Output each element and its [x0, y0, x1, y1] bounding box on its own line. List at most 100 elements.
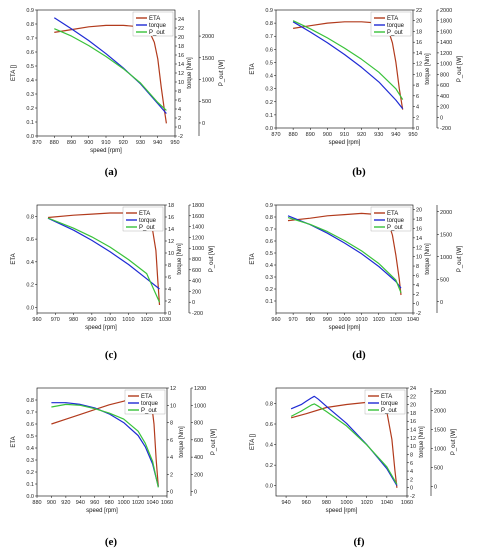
x-tick-label: 1020: [132, 500, 144, 506]
power-tick-label: 2000: [434, 409, 446, 415]
torque-tick-label: 10: [410, 444, 416, 450]
panel-caption: (a): [105, 166, 118, 178]
y-left-axis-label: ETA: [11, 436, 17, 447]
power-tick-label: 1400: [440, 40, 452, 46]
power-axis-label: P_out [W]: [209, 245, 215, 272]
power-tick-label: 0: [440, 300, 443, 306]
series-line-torque: [53, 17, 167, 114]
torque-tick-label: 10: [416, 255, 422, 261]
plot-frame: [275, 387, 408, 497]
power-tick-label: 600: [192, 268, 201, 274]
y-left-tick-label: 0.6: [265, 422, 273, 428]
x-tick-label: 960: [90, 500, 99, 506]
series-line-eta: [54, 24, 167, 124]
power-tick-label: 400: [192, 279, 201, 285]
legend-label: P_out: [139, 225, 155, 231]
x-tick-label: 980: [69, 317, 78, 323]
torque-tick-label: 12: [416, 62, 422, 68]
x-tick-label: 970: [289, 317, 298, 323]
chart-panel: 960 970 980 990 1000 1010 1020 10300.00.20.40.6…: [11, 203, 215, 331]
series-line-p-out: [47, 217, 161, 303]
y-left-tick-label: 0.4: [265, 443, 273, 449]
x-tick-label: 890: [67, 140, 76, 146]
torque-tick-label: 8: [170, 421, 173, 427]
torque-tick-label: 4: [410, 469, 413, 475]
torque-tick-label: 6: [416, 273, 419, 279]
x-tick-label: 960: [32, 317, 41, 323]
y-left-tick-label: 0.5: [26, 64, 34, 70]
power-tick-label: -200: [192, 311, 203, 317]
y-left-tick-label: 0.3: [26, 92, 34, 98]
power-tick-label: 1400: [192, 225, 204, 231]
torque-tick-label: 18: [416, 217, 422, 223]
x-tick-label: 920: [357, 132, 366, 138]
torque-tick-label: 20: [416, 19, 422, 25]
legend-label: P_out: [387, 30, 403, 36]
x-tick-label: 990: [87, 317, 96, 323]
torque-tick-label: 6: [168, 275, 171, 281]
y-left-tick-label: 0.8: [265, 401, 273, 407]
x-tick-label: 1030: [390, 317, 402, 323]
x-tick-label: 870: [271, 132, 280, 138]
panel-caption: (e): [105, 536, 118, 548]
y-left-tick-label: 0.8: [26, 398, 34, 404]
x-tick-label: 910: [101, 140, 110, 146]
series-line-eta: [290, 401, 398, 488]
torque-axis-label: torque [Nm]: [425, 53, 431, 85]
torque-tick-label: 10: [168, 251, 174, 257]
torque-tick-label: 10: [178, 80, 184, 86]
torque-tick-label: 16: [416, 226, 422, 232]
torque-axis-label: torque [Nm]: [425, 243, 431, 275]
power-tick-label: 500: [202, 99, 211, 105]
torque-tick-label: 2: [410, 477, 413, 483]
x-tick-label: 1010: [122, 317, 134, 323]
x-axis-label: speed [rpm]: [85, 325, 117, 331]
torque-tick-label: 20: [410, 403, 416, 409]
torque-tick-label: 18: [416, 29, 422, 35]
torque-tick-label: 0: [416, 302, 419, 308]
torque-tick-label: 6: [170, 438, 173, 444]
torque-tick-label: 8: [410, 452, 413, 458]
x-tick-label: 980: [306, 317, 315, 323]
legend-label: ETA: [381, 394, 392, 400]
y-left-tick-label: 0.3: [26, 458, 34, 464]
y-left-tick-label: 0.4: [265, 263, 273, 269]
power-tick-label: 0: [192, 300, 195, 306]
torque-tick-label: 4: [416, 283, 419, 289]
legend-label: torque: [139, 218, 157, 224]
torque-axis-label: torque [Nm]: [177, 243, 183, 275]
x-tick-label: 1000: [338, 317, 350, 323]
x-tick-label: 1040: [146, 500, 158, 506]
x-tick-label: 1000: [340, 500, 352, 506]
y-left-tick-label: 0.2: [265, 287, 273, 293]
x-tick-label: 900: [84, 140, 93, 146]
y-left-axis-label: ETA: [250, 253, 256, 264]
legend-label: torque: [149, 23, 167, 29]
panel-caption: (b): [352, 166, 366, 178]
y-left-tick-label: 0.3: [265, 275, 273, 281]
torque-tick-label: 24: [410, 386, 416, 392]
legend-label: torque: [387, 218, 405, 224]
x-tick-label: 930: [136, 140, 145, 146]
torque-tick-label: 0: [178, 125, 181, 131]
torque-tick-label: 14: [168, 227, 174, 233]
power-tick-label: 200: [194, 472, 203, 478]
torque-tick-label: 16: [416, 40, 422, 46]
series-line-p-out: [54, 28, 167, 111]
y-left-tick-label: 0.7: [26, 410, 34, 416]
torque-tick-label: 4: [170, 455, 173, 461]
torque-tick-label: 10: [170, 403, 176, 409]
torque-tick-label: 6: [178, 98, 181, 104]
torque-tick-label: 4: [178, 107, 181, 113]
y-left-axis-label: ETA: [11, 253, 17, 264]
power-tick-label: 1200: [192, 235, 204, 241]
power-tick-label: 1000: [202, 78, 214, 84]
torque-tick-label: 22: [410, 394, 416, 400]
y-left-tick-label: 0.0: [26, 305, 34, 311]
power-tick-label: 2500: [434, 390, 446, 396]
legend-label: ETA: [139, 211, 150, 217]
power-tick-label: 600: [194, 438, 203, 444]
x-tick-label: 940: [76, 500, 85, 506]
legend-label: torque: [381, 401, 399, 407]
torque-tick-label: 22: [416, 8, 422, 14]
